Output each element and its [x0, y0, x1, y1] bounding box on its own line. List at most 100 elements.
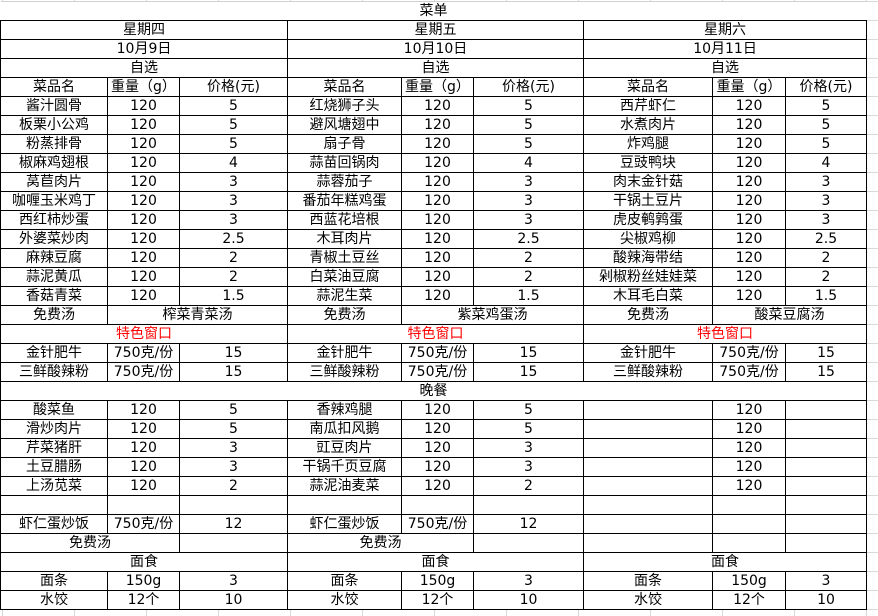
dish-weight[interactable]: 120 — [107, 172, 180, 192]
dish-name[interactable]: 豆豉鸭块 — [583, 153, 713, 173]
dish-price[interactable]: 5 — [473, 419, 584, 439]
dish-name[interactable]: 外婆菜炒肉 — [0, 229, 108, 249]
dish-name[interactable]: 剁椒粉丝娃娃菜 — [583, 267, 713, 287]
dish-name[interactable]: 虾仁蛋炒饭 — [287, 514, 402, 534]
dish-price[interactable]: 3 — [473, 457, 584, 477]
dish-name[interactable]: 扇子骨 — [287, 134, 402, 154]
dish-price[interactable]: 15 — [473, 343, 584, 363]
free-soup-label[interactable]: 免费汤 — [583, 305, 713, 325]
dish-name[interactable]: 椒麻鸡翅根 — [0, 153, 108, 173]
free-soup-name[interactable]: 榨菜青菜汤 — [107, 305, 288, 325]
dish-name[interactable]: 干锅土豆片 — [583, 191, 713, 211]
dish-weight[interactable]: 120 — [107, 134, 180, 154]
dish-weight[interactable]: 120 — [401, 134, 474, 154]
empty-cell[interactable] — [712, 533, 786, 553]
dish-weight[interactable]: 120 — [401, 172, 474, 192]
dish-price[interactable]: 5 — [473, 134, 584, 154]
price-header[interactable]: 价格(元) — [784, 77, 868, 97]
dish-price[interactable]: 10 — [473, 590, 584, 610]
menu-title[interactable]: 菜单 — [0, 1, 867, 21]
date-header[interactable]: 10月11日 — [582, 39, 868, 59]
dish-price[interactable]: 5 — [179, 400, 288, 420]
dish-name[interactable]: 蒜泥黄瓜 — [0, 267, 108, 287]
empty-cell[interactable] — [473, 533, 584, 553]
dish-price[interactable]: 3 — [784, 571, 868, 591]
dish-name[interactable]: 滑炒肉片 — [0, 419, 108, 439]
dish-name[interactable]: 肉末金针菇 — [583, 172, 713, 192]
dish-weight[interactable]: 750克/份 — [107, 514, 180, 534]
dish-price[interactable]: 3 — [784, 210, 868, 230]
dish-weight[interactable]: 750克/份 — [107, 362, 180, 382]
dish-name[interactable]: 板栗小公鸡 — [0, 115, 108, 135]
dish-price[interactable]: 5 — [179, 115, 288, 135]
dish-weight[interactable]: 120 — [107, 115, 180, 135]
dish-price[interactable] — [784, 438, 868, 458]
dish-price[interactable]: 5 — [784, 134, 868, 154]
dish-weight[interactable]: 120 — [401, 438, 474, 458]
dish-weight[interactable]: 12个 — [107, 590, 180, 610]
dish-weight[interactable]: 120 — [712, 96, 786, 116]
dish-weight[interactable]: 150g — [107, 571, 180, 591]
dish-name-header[interactable]: 菜品名 — [0, 77, 108, 97]
empty-cell[interactable] — [583, 495, 713, 515]
dish-price[interactable]: 2.5 — [473, 229, 584, 249]
dish-weight[interactable]: 120 — [401, 248, 474, 268]
noodle-section-label[interactable]: 面食 — [582, 552, 868, 572]
dish-weight[interactable]: 120 — [712, 229, 786, 249]
dish-name[interactable]: 豇豆肉片 — [287, 438, 402, 458]
dish-weight[interactable]: 120 — [712, 248, 786, 268]
dish-price[interactable]: 3 — [179, 210, 288, 230]
dish-price[interactable]: 2 — [179, 267, 288, 287]
dish-weight[interactable]: 120 — [712, 210, 786, 230]
dish-price[interactable]: 2 — [179, 476, 288, 496]
dish-price[interactable]: 15 — [784, 362, 868, 382]
dish-price[interactable]: 5 — [473, 96, 584, 116]
dish-price[interactable]: 1.5 — [179, 286, 288, 306]
dish-name[interactable]: 水饺 — [287, 590, 402, 610]
dish-name[interactable]: 西芹虾仁 — [583, 96, 713, 116]
empty-cell[interactable] — [712, 495, 786, 515]
dish-name[interactable]: 三鲜酸辣粉 — [583, 362, 713, 382]
empty-cell[interactable] — [784, 533, 868, 553]
dish-name[interactable]: 香辣鸡腿 — [287, 400, 402, 420]
dish-name[interactable] — [583, 438, 713, 458]
dish-name[interactable]: 蒜苗回锅肉 — [287, 153, 402, 173]
dish-weight[interactable]: 120 — [401, 96, 474, 116]
weekday-header[interactable]: 星期六 — [582, 20, 868, 40]
dish-price[interactable]: 15 — [473, 362, 584, 382]
dish-name[interactable]: 木耳毛白菜 — [583, 286, 713, 306]
dish-price[interactable]: 5 — [473, 115, 584, 135]
dish-price[interactable]: 4 — [784, 153, 868, 173]
dish-weight[interactable]: 150g — [712, 571, 786, 591]
dish-weight[interactable]: 120 — [107, 457, 180, 477]
dish-weight[interactable]: 120 — [107, 229, 180, 249]
dish-weight[interactable]: 12个 — [401, 590, 474, 610]
dish-name[interactable]: 咖喱玉米鸡丁 — [0, 191, 108, 211]
dish-weight[interactable]: 12个 — [712, 590, 786, 610]
dish-name[interactable] — [583, 400, 713, 420]
lunch-section-label[interactable]: 自选 — [582, 58, 868, 78]
dish-weight[interactable]: 120 — [712, 134, 786, 154]
dish-weight[interactable]: 120 — [712, 438, 786, 458]
dish-weight[interactable]: 120 — [401, 267, 474, 287]
price-header[interactable]: 价格(元) — [179, 77, 288, 97]
dish-price[interactable]: 4 — [179, 153, 288, 173]
dish-price[interactable]: 2.5 — [784, 229, 868, 249]
dish-price[interactable]: 3 — [473, 191, 584, 211]
dish-name[interactable]: 酸辣海带结 — [583, 248, 713, 268]
dish-name[interactable]: 金针肥牛 — [583, 343, 713, 363]
dish-price[interactable]: 3 — [473, 172, 584, 192]
dish-name[interactable]: 白菜油豆腐 — [287, 267, 402, 287]
dish-name[interactable]: 木耳肉片 — [287, 229, 402, 249]
dish-price[interactable]: 5 — [179, 419, 288, 439]
dish-price[interactable]: 3 — [179, 457, 288, 477]
dish-price[interactable]: 3 — [179, 571, 288, 591]
dish-weight[interactable]: 120 — [401, 229, 474, 249]
dish-price[interactable]: 5 — [179, 96, 288, 116]
dish-weight[interactable]: 750克/份 — [401, 514, 474, 534]
dish-price[interactable] — [784, 419, 868, 439]
weight-header[interactable]: 重量（g） — [107, 77, 180, 97]
empty-cell[interactable] — [784, 495, 868, 515]
dish-price[interactable] — [784, 514, 868, 534]
dish-name[interactable]: 香菇青菜 — [0, 286, 108, 306]
